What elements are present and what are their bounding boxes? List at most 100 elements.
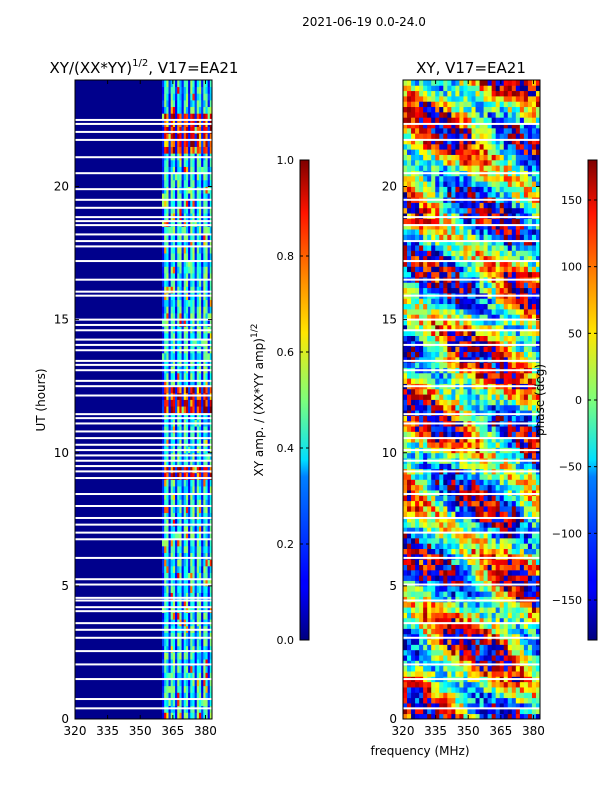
amplitude-cell [164,426,167,434]
phase-cell [423,623,428,629]
phase-cell [447,511,452,518]
amplitude-cell [205,652,209,660]
phase-cell [483,564,489,571]
phase-cell [463,490,468,496]
amplitude-cell [209,479,212,487]
phase-cell [467,532,472,539]
amplitude-cell [181,579,185,587]
phase-cell [443,479,448,486]
phase-cell [455,703,460,709]
phase-cell [499,537,505,544]
phase-cell [431,665,436,672]
amplitude-cell [185,339,189,347]
phase-cell [487,340,493,347]
phase-cell [415,479,420,486]
amplitude-cell [177,139,180,147]
amplitude-cell [181,466,185,474]
phase-cell [411,639,416,645]
amplitude-cell [201,379,204,387]
phase-cell [519,553,525,560]
phase-cell [531,452,537,459]
phase-cell [463,484,468,491]
phase-cell [419,303,424,310]
amplitude-cell [185,685,189,693]
amplitude-cell [203,206,206,214]
amplitude-cell [164,299,167,307]
phase-cell [447,687,452,693]
phase-cell [503,537,509,544]
amplitude-cell [164,412,167,420]
amplitude-cell [183,279,187,287]
phase-cell [531,308,537,315]
amplitude-cell [188,113,191,121]
phase-cell [495,692,501,699]
phase-cell [439,319,444,326]
phase-cell [507,351,513,358]
amplitude-cell [168,379,172,387]
phase-cell [519,601,525,608]
amplitude-cell [179,239,182,247]
phase-cell [407,569,412,576]
amplitude-cell [168,659,172,667]
phase-cell [419,655,424,661]
phase-cell [507,660,513,667]
phase-cell [447,378,452,384]
phase-cell [503,495,509,502]
phase-cell [511,340,517,347]
phase-cell [531,479,537,486]
amplitude-cell [168,279,172,287]
amplitude-cell [203,139,206,147]
phase-cell [503,569,509,576]
phase-cell [423,319,428,326]
phase-cell [459,633,464,640]
amplitude-cell [192,426,196,434]
phase-cell [519,372,525,379]
amplitude-cell [177,632,180,640]
phase-cell [463,708,468,715]
amplitude-cell [194,406,198,414]
phase-cell [503,607,509,613]
phase-cell [419,569,424,576]
amplitude-cell [164,532,167,540]
phase-cell [435,314,440,321]
amplitude-cell [194,286,198,294]
phase-cell [511,644,517,651]
phase-cell [471,463,476,470]
phase-cell [499,703,505,709]
amplitude-cell [198,459,202,467]
phase-cell [499,687,505,693]
phase-cell [507,633,513,640]
amplitude-cell [201,273,204,281]
amplitude-cell [168,612,172,620]
amplitude-cell [168,239,172,247]
phase-cell [447,426,452,432]
phase-cell [435,346,440,352]
phase-cell [455,601,460,608]
amplitude-cell [164,679,167,687]
amplitude-cell [161,512,165,520]
phase-cell [419,479,424,486]
phase-cell [491,532,497,539]
phase-cell [523,372,529,379]
phase-cell [415,362,420,368]
phase-cell [471,591,476,597]
phase-cell [531,585,537,592]
phase-cell [511,506,517,512]
amplitude-cell [185,219,189,227]
phase-cell [487,314,493,321]
phase-cell [491,351,497,358]
phase-cell [479,415,484,422]
amplitude-cell [207,359,211,367]
amplitude-x-tick-label: 350 [129,724,152,738]
phase-cell [471,628,476,635]
amplitude-cell [190,512,193,520]
phase-cell [499,415,505,422]
phase-cell [427,687,432,693]
phase-cell [451,537,456,544]
amplitude-cell [201,539,204,547]
phase-cell [439,681,444,688]
phase-cell [451,527,456,534]
amplitude-cell [190,146,193,154]
phase-cell [483,442,489,448]
amplitude-cell [168,372,172,380]
